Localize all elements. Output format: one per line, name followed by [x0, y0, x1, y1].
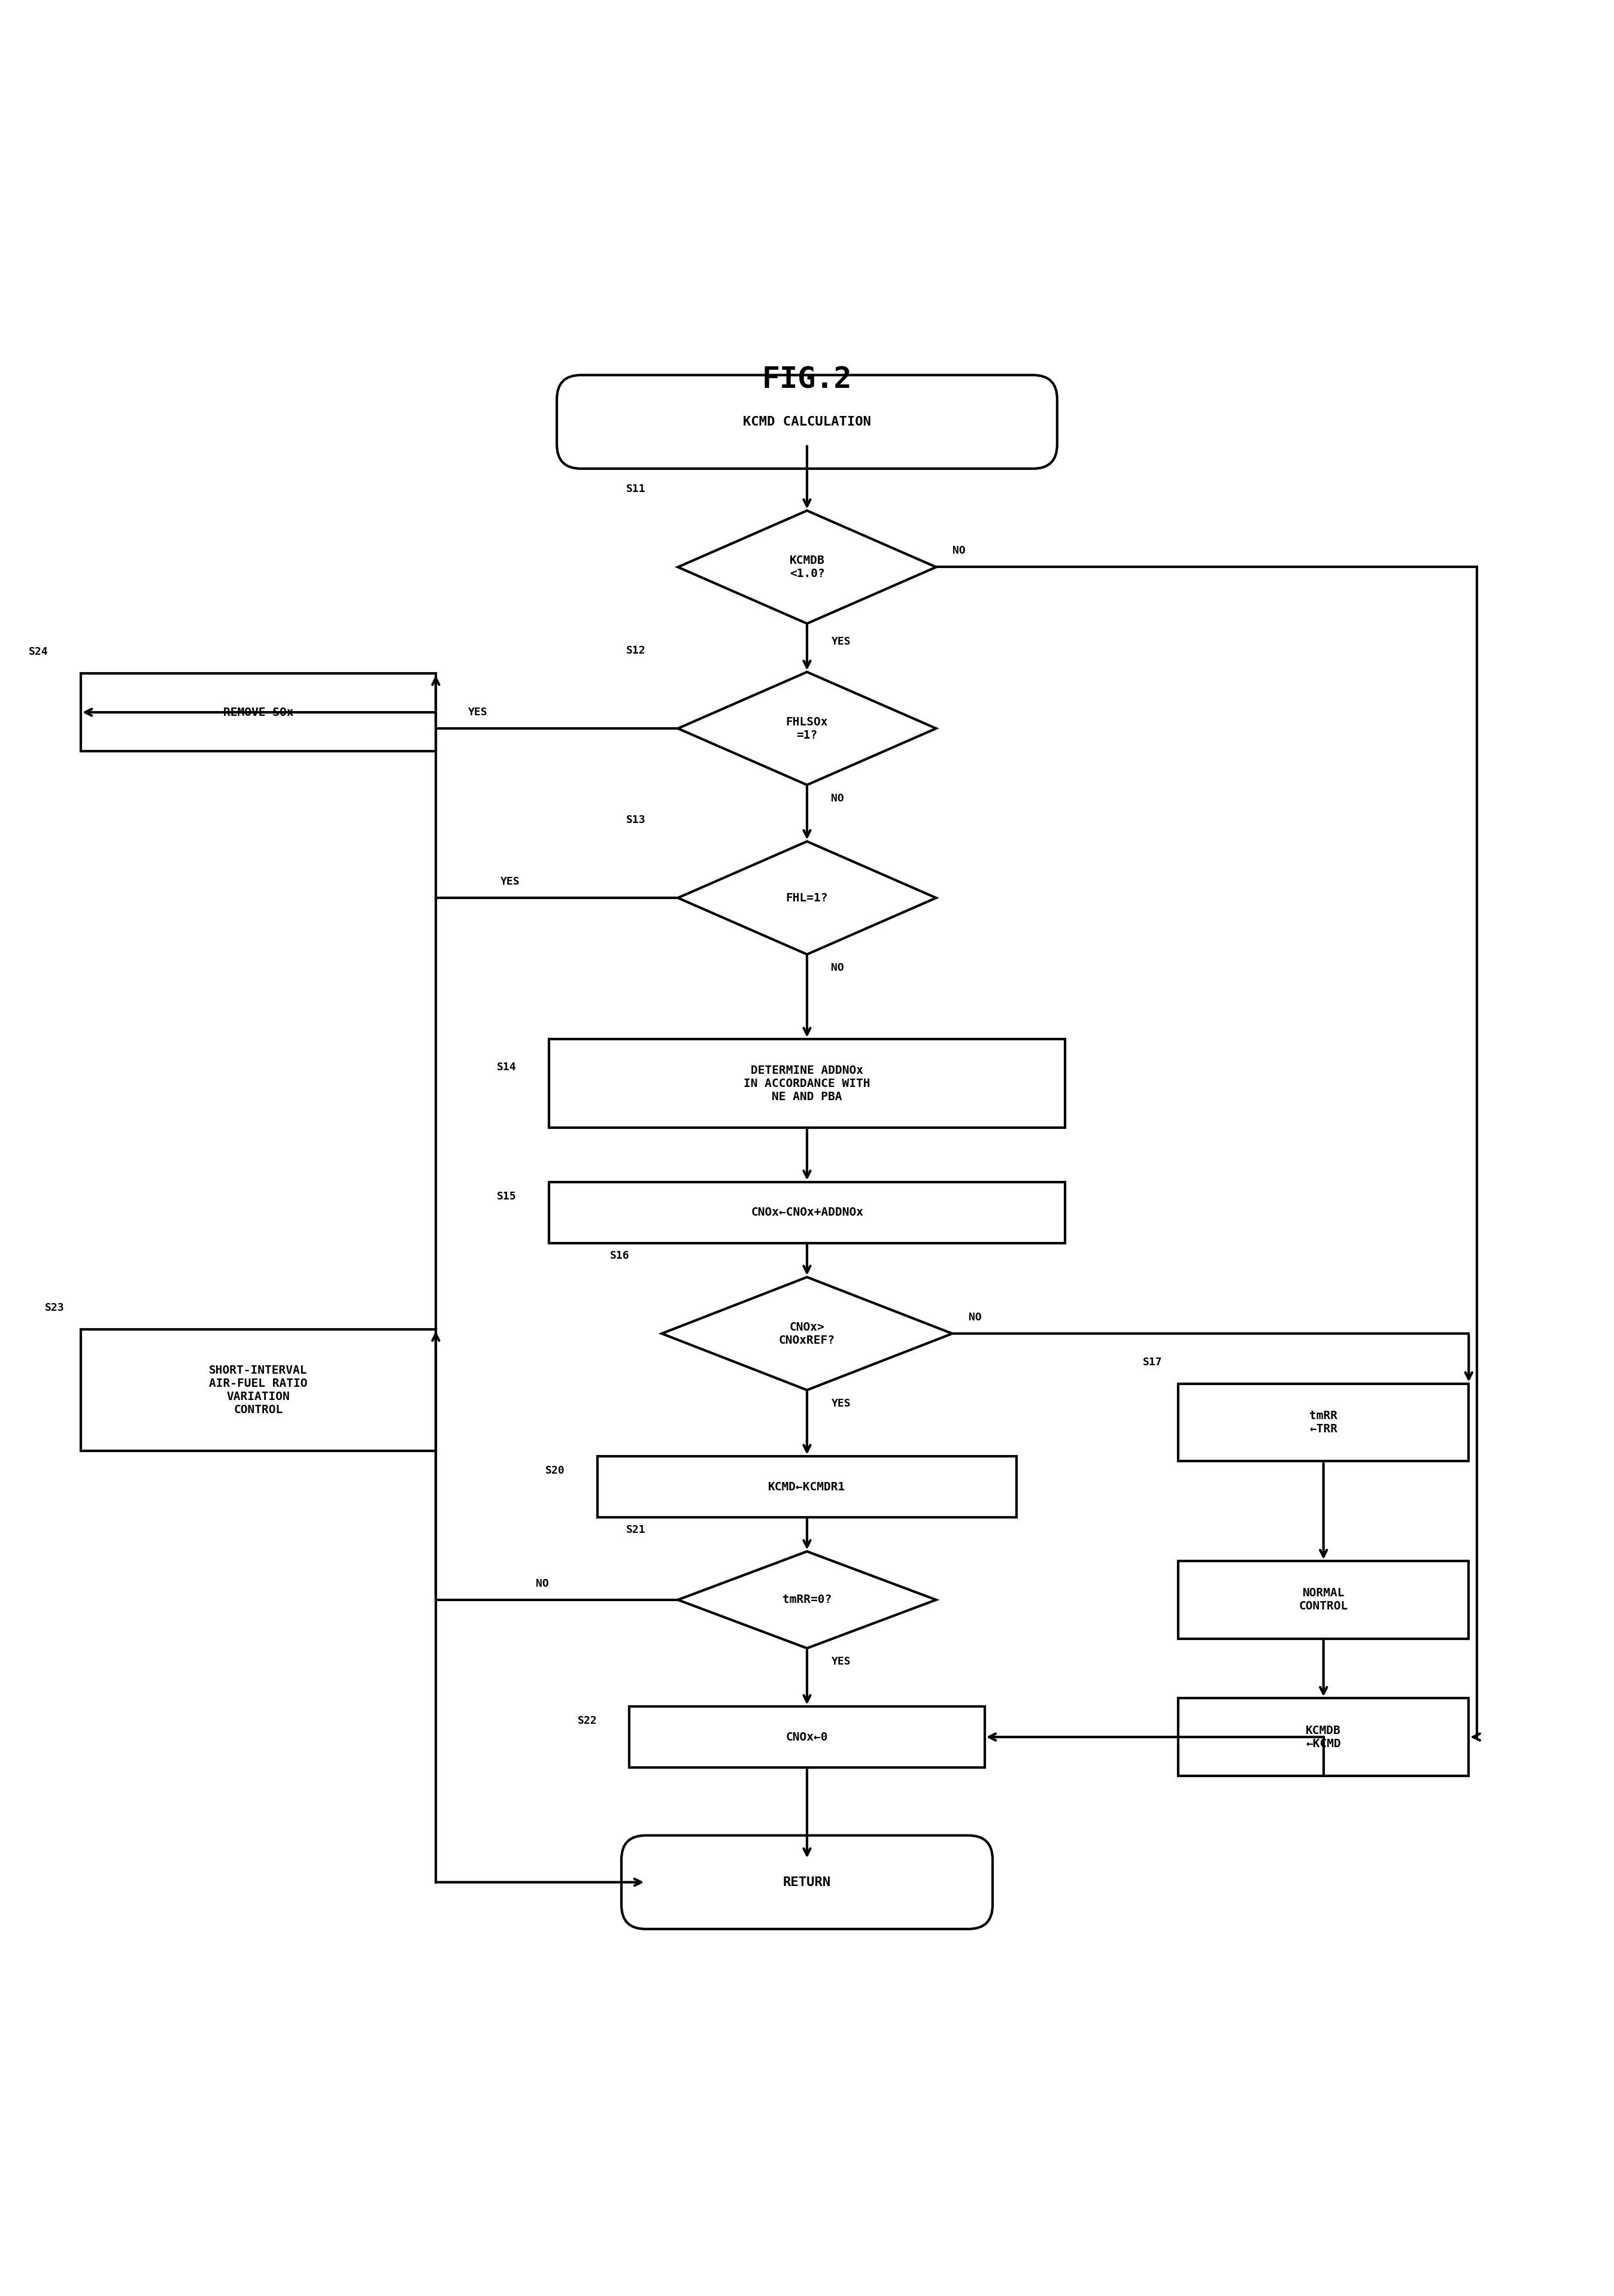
Text: FHLSOx
=1?: FHLSOx =1?: [786, 716, 828, 742]
Text: S17: S17: [1143, 1357, 1162, 1368]
Text: REMOVE SOx: REMOVE SOx: [223, 707, 294, 719]
Text: KCMD CALCULATION: KCMD CALCULATION: [742, 416, 872, 427]
Polygon shape: [678, 1552, 936, 1649]
Text: NO: NO: [831, 792, 844, 804]
Text: YES: YES: [831, 1655, 851, 1667]
FancyBboxPatch shape: [81, 673, 436, 751]
Text: S16: S16: [610, 1251, 629, 1261]
FancyBboxPatch shape: [1178, 1699, 1469, 1775]
FancyBboxPatch shape: [549, 1040, 1065, 1127]
FancyBboxPatch shape: [557, 374, 1057, 468]
Text: S21: S21: [626, 1525, 646, 1536]
Text: S24: S24: [29, 647, 48, 657]
Text: S20: S20: [546, 1465, 565, 1476]
Text: S14: S14: [497, 1063, 516, 1072]
Text: KCMDB
<1.0?: KCMDB <1.0?: [789, 556, 825, 579]
FancyBboxPatch shape: [629, 1706, 985, 1768]
FancyBboxPatch shape: [81, 1329, 436, 1451]
FancyBboxPatch shape: [1178, 1561, 1469, 1639]
Text: NO: NO: [968, 1311, 981, 1322]
Text: YES: YES: [831, 1398, 851, 1410]
Text: S22: S22: [578, 1715, 597, 1727]
Text: NO: NO: [831, 962, 844, 974]
Text: KCMDB
←KCMD: KCMDB ←KCMD: [1306, 1724, 1341, 1750]
Text: NORMAL
CONTROL: NORMAL CONTROL: [1299, 1587, 1348, 1612]
Text: YES: YES: [500, 877, 520, 886]
Polygon shape: [678, 673, 936, 785]
Text: S23: S23: [45, 1302, 65, 1313]
FancyBboxPatch shape: [1178, 1384, 1469, 1460]
FancyBboxPatch shape: [549, 1182, 1065, 1242]
Text: YES: YES: [468, 707, 487, 719]
Text: CNOx←CNOx+ADDNOx: CNOx←CNOx+ADDNOx: [751, 1208, 863, 1219]
Text: FHL=1?: FHL=1?: [786, 893, 828, 905]
Text: NO: NO: [952, 546, 965, 556]
Text: DETERMINE ADDNOx
IN ACCORDANCE WITH
NE AND PBA: DETERMINE ADDNOx IN ACCORDANCE WITH NE A…: [744, 1065, 870, 1102]
Text: S13: S13: [626, 815, 646, 824]
Text: tmRR=0?: tmRR=0?: [783, 1593, 831, 1605]
Text: RETURN: RETURN: [783, 1876, 831, 1887]
Text: YES: YES: [831, 636, 851, 647]
Polygon shape: [678, 840, 936, 955]
Text: CNOx>
CNOxREF?: CNOx> CNOxREF?: [780, 1320, 834, 1345]
Polygon shape: [678, 510, 936, 625]
Text: NO: NO: [536, 1577, 549, 1589]
Text: S11: S11: [626, 484, 646, 494]
Text: tmRR
←TRR: tmRR ←TRR: [1309, 1410, 1338, 1435]
FancyBboxPatch shape: [621, 1835, 993, 1929]
Text: KCMD←KCMDR1: KCMD←KCMDR1: [768, 1481, 846, 1492]
Text: CNOx←0: CNOx←0: [786, 1731, 828, 1743]
Polygon shape: [662, 1277, 952, 1389]
Text: S12: S12: [626, 645, 646, 657]
Text: FIG.2: FIG.2: [762, 365, 852, 395]
Text: SHORT-INTERVAL
AIR-FUEL RATIO
VARIATION
CONTROL: SHORT-INTERVAL AIR-FUEL RATIO VARIATION …: [208, 1364, 308, 1417]
FancyBboxPatch shape: [597, 1456, 1017, 1518]
Text: S15: S15: [497, 1192, 516, 1201]
